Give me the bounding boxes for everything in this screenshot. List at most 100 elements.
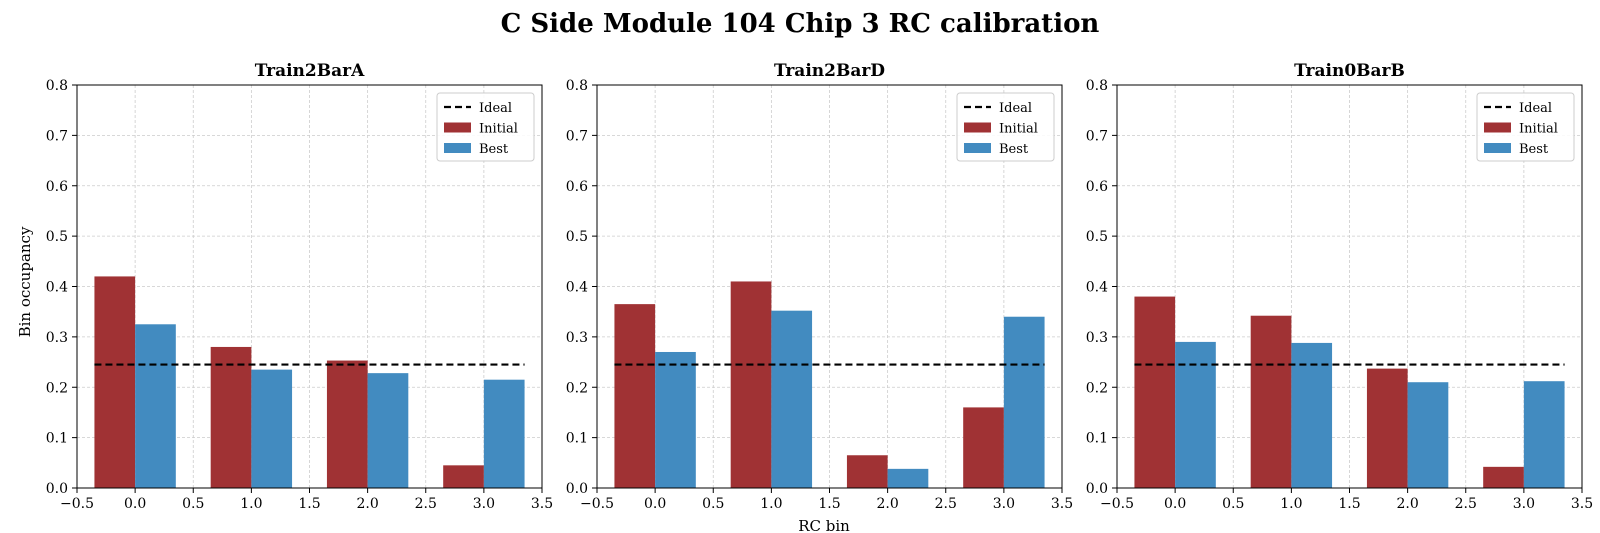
x-tick-label: 2.5 <box>935 496 957 512</box>
bar-initial <box>326 360 368 488</box>
bar-best <box>655 351 696 488</box>
bar-best <box>135 324 176 488</box>
bar-best <box>771 310 813 488</box>
bar-best <box>1291 342 1333 488</box>
bar-initial <box>614 304 656 488</box>
legend-label: Best <box>999 142 1029 157</box>
subplot-1: Train2BarA −0.5 0.0 0.5 1.0 1.5 2.0 2.5 3.0 3.5 0.… <box>46 61 553 512</box>
y-tick-label: 0.3 <box>46 330 68 346</box>
x-tick-label: 0.5 <box>182 496 204 512</box>
y-tick-label: 0.0 <box>1086 481 1108 497</box>
y-tick-label: 0.2 <box>1086 380 1108 396</box>
bar-best <box>887 468 929 488</box>
y-tick-label: 0.7 <box>566 128 588 144</box>
figure-ylabel: Bin occupancy <box>16 226 34 337</box>
bar-initial <box>730 281 772 488</box>
legend: Ideal Initial Best <box>956 92 1055 162</box>
x-tick-label: 0.5 <box>702 496 724 512</box>
bar-best <box>367 373 409 488</box>
x-tick-label: 2.5 <box>1455 496 1477 512</box>
legend-label: Ideal <box>479 101 512 116</box>
legend-label: Initial <box>1519 122 1558 137</box>
x-tick-label: 3.5 <box>1051 496 1073 512</box>
x-tick-label: 3.0 <box>993 496 1015 512</box>
subplot-title: Train2BarD <box>774 61 885 81</box>
bar-initial <box>1134 296 1176 488</box>
y-tick-label: 0.8 <box>1086 78 1108 94</box>
y-tick-label: 0.0 <box>566 481 588 497</box>
legend-label: Best <box>479 142 509 157</box>
x-tick-label: 2.0 <box>356 496 378 512</box>
y-tick-label: 0.6 <box>46 179 68 195</box>
x-tick-label: 3.0 <box>1513 496 1535 512</box>
bar-best <box>1003 316 1045 488</box>
bar-best <box>483 379 525 488</box>
bar-initial <box>210 346 252 488</box>
bar-initial <box>1366 368 1408 488</box>
x-tick-label: 0.0 <box>644 496 666 512</box>
y-tick-label: 0.5 <box>566 229 588 245</box>
legend-swatch-best <box>444 143 471 153</box>
bar-best <box>1175 341 1216 488</box>
y-tick-label: 0.7 <box>46 128 68 144</box>
x-tick-label: 3.5 <box>531 496 553 512</box>
x-tick-label: 1.5 <box>818 496 840 512</box>
y-tick-label: 0.6 <box>566 179 588 195</box>
subplot-3: Train0BarB−0.5 0.0 0.5 1.0 1.5 2.0 2.5 3.0 3.50.… <box>1086 61 1593 512</box>
legend-label: Best <box>1519 142 1549 157</box>
subplots: Train2BarA−0.5 0.0 0.5 1.0 1.5 2.0 2.5 3.0 3.50.… <box>46 61 1593 512</box>
y-tick-label: 0.1 <box>1086 431 1108 447</box>
legend-label: Initial <box>479 122 518 137</box>
x-tick-label: −0.5 <box>1100 496 1134 512</box>
x-tick-label: 0.5 <box>1222 496 1244 512</box>
x-tick-label: 1.0 <box>760 496 782 512</box>
x-tick-label: 3.0 <box>473 496 495 512</box>
x-tick-label: 0.0 <box>1164 496 1186 512</box>
y-tick-label: 0.4 <box>566 280 588 296</box>
x-tick-label: 1.5 <box>1338 496 1360 512</box>
x-tick-label: 2.0 <box>1396 496 1418 512</box>
bar-initial <box>94 276 136 488</box>
bar-best <box>251 369 293 488</box>
y-tick-label: 0.2 <box>566 380 588 396</box>
legend-label: Ideal <box>999 101 1032 116</box>
x-tick-label: 2.0 <box>876 496 898 512</box>
figure-xlabel: RC bin <box>798 517 850 533</box>
subplot-2: Train2BarD−0.5 0.0 0.5 1.0 1.5 2.0 2.5 3.0 3.50.… <box>566 61 1073 512</box>
y-tick-label: 0.0 <box>46 481 68 497</box>
bar-initial <box>1250 315 1292 488</box>
legend-label: Initial <box>999 122 1038 137</box>
subplot-title: Train2BarA <box>255 61 365 81</box>
legend-swatch-best <box>964 143 991 153</box>
legend: Ideal Initial Best <box>1476 92 1575 162</box>
bar-initial <box>963 407 1004 488</box>
bar-initial <box>846 455 888 488</box>
figure-suptitle: C Side Module 104 Chip 3 RC calibration <box>501 9 1100 39</box>
legend: Ideal Initial Best <box>436 92 535 162</box>
y-tick-label: 0.4 <box>1086 280 1108 296</box>
bar-initial <box>1483 466 1524 488</box>
x-tick-label: 1.0 <box>1280 496 1302 512</box>
legend-swatch-initial <box>964 122 991 133</box>
x-tick-label: −0.5 <box>580 496 614 512</box>
y-tick-label: 0.4 <box>46 280 68 296</box>
x-tick-label: −0.5 <box>60 496 94 512</box>
y-tick-label: 0.3 <box>1086 330 1108 346</box>
legend-swatch-initial <box>1484 122 1511 133</box>
legend-label: Ideal <box>1519 101 1552 116</box>
y-tick-label: 0.2 <box>46 380 68 396</box>
y-tick-label: 0.1 <box>46 431 68 447</box>
bar-best <box>1523 381 1565 488</box>
bar-initial <box>443 465 484 488</box>
y-tick-label: 0.8 <box>566 78 588 94</box>
x-tick-label: 2.5 <box>415 496 437 512</box>
y-tick-label: 0.5 <box>1086 229 1108 245</box>
y-tick-label: 0.1 <box>566 431 588 447</box>
x-tick-label: 3.5 <box>1571 496 1593 512</box>
x-tick-label: 1.0 <box>240 496 262 512</box>
y-tick-label: 0.8 <box>46 78 68 94</box>
y-tick-label: 0.6 <box>1086 179 1108 195</box>
x-tick-label: 1.5 <box>298 496 320 512</box>
